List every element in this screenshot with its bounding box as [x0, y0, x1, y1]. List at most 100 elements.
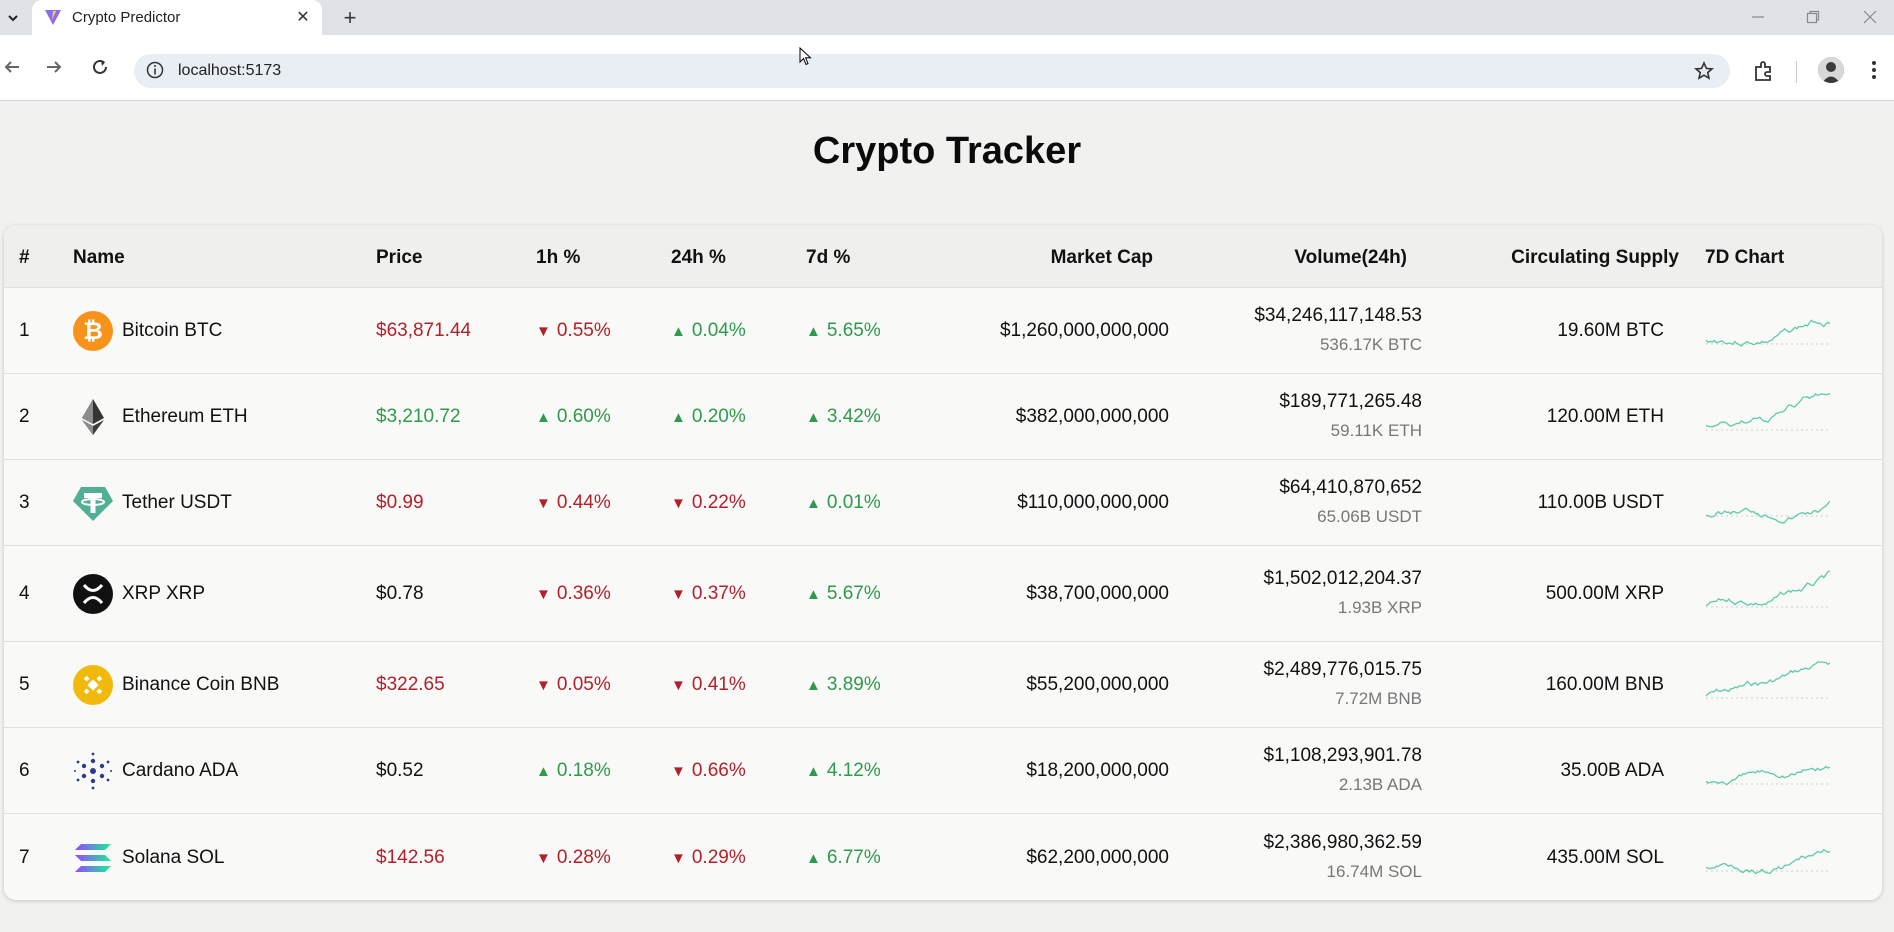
browser-tab-active[interactable]: Crypto Predictor ✕	[32, 0, 322, 35]
price: $3,210.72	[376, 406, 461, 427]
tab-search-icon[interactable]	[0, 5, 26, 31]
market-cap: $38,700,000,000	[1026, 583, 1169, 604]
header-24h[interactable]: 24h %	[671, 247, 726, 268]
table-row[interactable]: 3 Tether USDT $0.99 ▼ 0.44% ▼ 0.22% ▲ 0.01%…	[4, 459, 1882, 546]
tab-close-icon[interactable]: ✕	[296, 9, 310, 26]
table-header: # Name Price 1h % 24h % 7d % Market Cap …	[4, 225, 1882, 287]
forward-arrow-icon[interactable]	[38, 51, 70, 83]
circulating-supply: 160.00M BNB	[1545, 674, 1664, 695]
close-window-icon[interactable]	[1850, 4, 1890, 30]
crypto-table: # Name Price 1h % 24h % 7d % Market Cap …	[4, 225, 1882, 900]
price: $0.52	[376, 760, 424, 781]
new-tab-button[interactable]: +	[343, 5, 357, 30]
triangle-down-icon: ▼	[536, 586, 551, 603]
price: $142.56	[376, 847, 445, 868]
reload-icon[interactable]	[84, 51, 116, 83]
volume-usd: $1,108,293,901.78	[1263, 745, 1423, 766]
volume-usd: $2,489,776,015.75	[1263, 659, 1423, 680]
rank: 3	[19, 492, 30, 513]
change-24h: ▲ 0.20%	[671, 406, 746, 427]
browser-toolbar: localhost:5173	[0, 35, 1894, 101]
header-1h[interactable]: 1h %	[536, 247, 581, 268]
volume-coin: 16.74M SOL	[1326, 862, 1422, 881]
coin-name[interactable]: Tether USDT	[122, 492, 232, 513]
change-1h: ▲ 0.60%	[536, 406, 611, 427]
change-1h: ▼ 0.44%	[536, 492, 611, 513]
header-market-cap[interactable]: Market Cap	[1050, 247, 1153, 268]
change-7d: ▲ 5.67%	[806, 583, 881, 604]
back-arrow-icon[interactable]	[0, 51, 28, 83]
volume-usd: $34,246,117,148.53	[1254, 305, 1422, 326]
url-text[interactable]: localhost:5173	[178, 62, 282, 79]
header-volume[interactable]: Volume(24h)	[1294, 247, 1407, 268]
circulating-supply: 120.00M ETH	[1546, 406, 1664, 427]
extensions-puzzle-icon[interactable]	[1752, 59, 1776, 83]
coin-name[interactable]: Bitcoin BTC	[122, 320, 223, 341]
header-name[interactable]: Name	[73, 247, 125, 268]
header-rank[interactable]: #	[19, 247, 30, 268]
header-7d[interactable]: 7d %	[806, 247, 851, 268]
volume-coin: 59.11K ETH	[1330, 421, 1422, 440]
header-price[interactable]: Price	[376, 247, 423, 268]
header-circulating-supply[interactable]: Circulating Supply	[1511, 247, 1679, 268]
change-24h: ▼ 0.66%	[671, 760, 746, 781]
coin-name[interactable]: Cardano ADA	[122, 760, 239, 781]
coin-name[interactable]: Solana SOL	[122, 847, 225, 868]
bitcoin-icon: ₿	[73, 311, 113, 351]
volume-coin: 536.17K BTC	[1319, 335, 1422, 354]
circulating-supply: 435.00M SOL	[1546, 847, 1664, 868]
change-7d: ▲ 6.77%	[806, 847, 881, 868]
circulating-supply: 19.60M BTC	[1557, 320, 1664, 341]
profile-avatar[interactable]	[1818, 57, 1844, 83]
sparkline-chart	[1706, 765, 1830, 786]
change-7d: ▲ 5.65%	[806, 320, 881, 341]
circulating-supply: 110.00B USDT	[1537, 492, 1664, 513]
volume-usd: $64,410,870,652	[1279, 477, 1422, 498]
sparkline-chart	[1706, 393, 1830, 431]
browser-tab-bar: Crypto Predictor ✕ +	[0, 0, 1894, 35]
cardano-icon	[73, 751, 113, 791]
browser-menu-icon[interactable]	[1862, 57, 1886, 83]
minimize-icon[interactable]	[1738, 4, 1778, 30]
change-24h: ▼ 0.41%	[671, 674, 746, 695]
address-bar[interactable]: localhost:5173	[134, 54, 1730, 88]
change-24h: ▼ 0.29%	[671, 847, 746, 868]
coin-name[interactable]: Binance Coin BNB	[122, 674, 280, 695]
change-24h: ▼ 0.22%	[671, 492, 746, 513]
xrp-icon	[73, 574, 113, 614]
triangle-down-icon: ▼	[671, 586, 686, 603]
triangle-down-icon: ▼	[536, 677, 551, 694]
table-row[interactable]: 5 Binance Coin BNB $322.65 ▼ 0.05% ▼ 0.41%…	[4, 641, 1882, 728]
triangle-up-icon: ▲	[671, 323, 686, 340]
market-cap: $110,000,000,000	[1017, 492, 1169, 513]
table-row[interactable]: 6 Cardano ADA $0.52 ▲ 0.18% ▼ 0.66% ▲ 4.12%…	[4, 727, 1882, 814]
volume-usd: $2,386,980,362.59	[1263, 832, 1423, 853]
change-7d: ▲ 4.12%	[806, 760, 881, 781]
triangle-up-icon: ▲	[536, 763, 551, 780]
coin-name[interactable]: Ethereum ETH	[122, 406, 248, 427]
change-24h: ▲ 0.04%	[671, 320, 746, 341]
coin-name[interactable]: XRP XRP	[122, 583, 206, 604]
triangle-down-icon: ▼	[671, 763, 686, 780]
table-row[interactable]: 1 ₿ Bitcoin BTC $63,871.44 ▼ 0.55% ▲ 0.04%…	[4, 287, 1882, 374]
change-1h: ▼ 0.55%	[536, 320, 611, 341]
bookmark-star-icon[interactable]	[1692, 59, 1716, 83]
table-row[interactable]: 4 XRP XRP $0.78 ▼ 0.36% ▼ 0.37% ▲ 5.67% $38…	[4, 545, 1882, 642]
price: $0.99	[376, 492, 424, 513]
sparkline-chart	[1706, 848, 1830, 875]
rank: 2	[19, 406, 30, 427]
price: $63,871.44	[376, 320, 472, 341]
table-row[interactable]: 7 Solana SOL $142.56 ▼ 0.28% ▼ 0.29% ▲ 6.77…	[4, 813, 1882, 900]
table-row[interactable]: 2 Ethereum ETH $3,210.72 ▲ 0.60% ▲ 0.20% ▲…	[4, 373, 1882, 460]
site-info-icon[interactable]	[146, 61, 164, 79]
rank: 4	[19, 583, 30, 604]
change-7d: ▲ 3.42%	[806, 406, 881, 427]
market-cap: $62,200,000,000	[1026, 847, 1169, 868]
change-1h: ▼ 0.05%	[536, 674, 611, 695]
sparkline-chart	[1706, 500, 1830, 524]
restore-icon[interactable]	[1793, 4, 1833, 30]
triangle-up-icon: ▲	[806, 323, 821, 340]
market-cap: $382,000,000,000	[1015, 406, 1169, 427]
mouse-cursor-icon	[799, 47, 812, 66]
triangle-up-icon: ▲	[806, 586, 821, 603]
